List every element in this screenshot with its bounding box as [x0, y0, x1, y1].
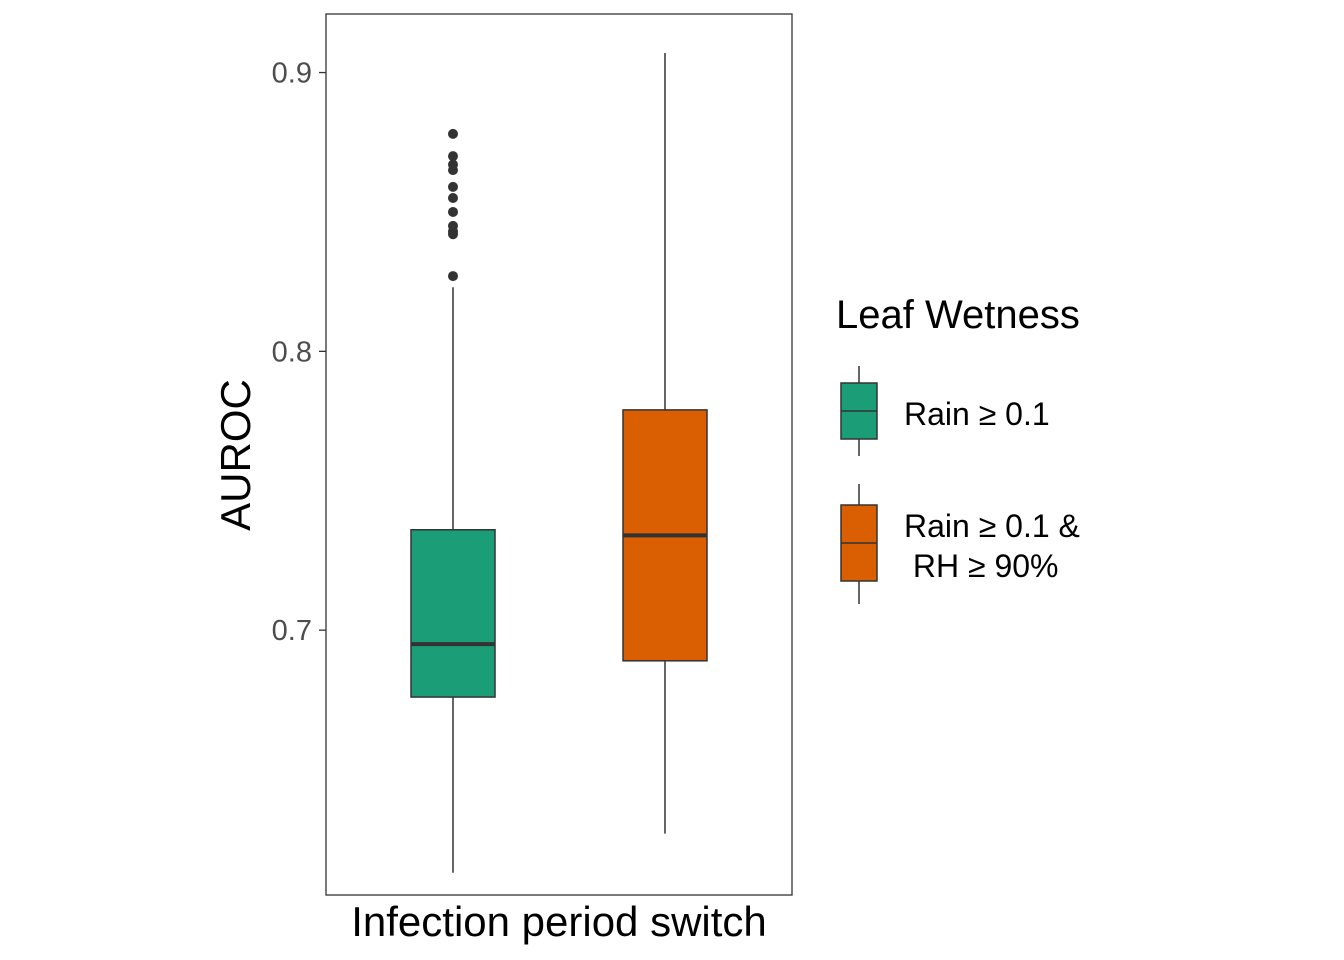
- y-axis: 0.7 0.8 0.9: [272, 58, 326, 647]
- boxplot-group: [622, 53, 708, 834]
- legend-label: Rain ≥ 0.1 & RH ≥ 90%: [904, 508, 1080, 584]
- legend-label-line: Rain ≥ 0.1 &: [904, 508, 1080, 544]
- legend-label: Rain ≥ 0.1: [904, 396, 1050, 432]
- y-tick-label: 0.8: [272, 336, 312, 368]
- outlier-point: [448, 206, 458, 217]
- y-axis-title: AUROC: [212, 379, 259, 531]
- legend-label-line: Rain ≥ 0.1: [904, 396, 1050, 432]
- panel-border: [325, 13, 793, 896]
- x-axis-title: Infection period switch: [351, 898, 767, 945]
- outlier-point: [448, 271, 458, 282]
- outlier-point: [448, 181, 458, 192]
- outlier-point: [448, 193, 458, 204]
- outlier-point: [448, 159, 458, 170]
- outlier-point: [448, 220, 458, 231]
- boxplot-group: [410, 128, 496, 873]
- y-tick-label: 0.7: [272, 615, 312, 647]
- legend-label-line: RH ≥ 90%: [904, 548, 1059, 584]
- legend-item: Rain ≥ 0.1 & RH ≥ 90%: [840, 484, 1080, 604]
- plot-area: [410, 53, 708, 873]
- legend: Leaf Wetness Rain ≥ 0.1 Rain ≥ 0.1 & RH ≥…: [836, 293, 1080, 604]
- box: [410, 529, 496, 698]
- outlier-point: [448, 128, 458, 139]
- y-tick-label: 0.9: [272, 58, 312, 90]
- outlier-point: [448, 151, 458, 162]
- legend-item: Rain ≥ 0.1: [840, 366, 1050, 456]
- legend-title: Leaf Wetness: [836, 293, 1080, 337]
